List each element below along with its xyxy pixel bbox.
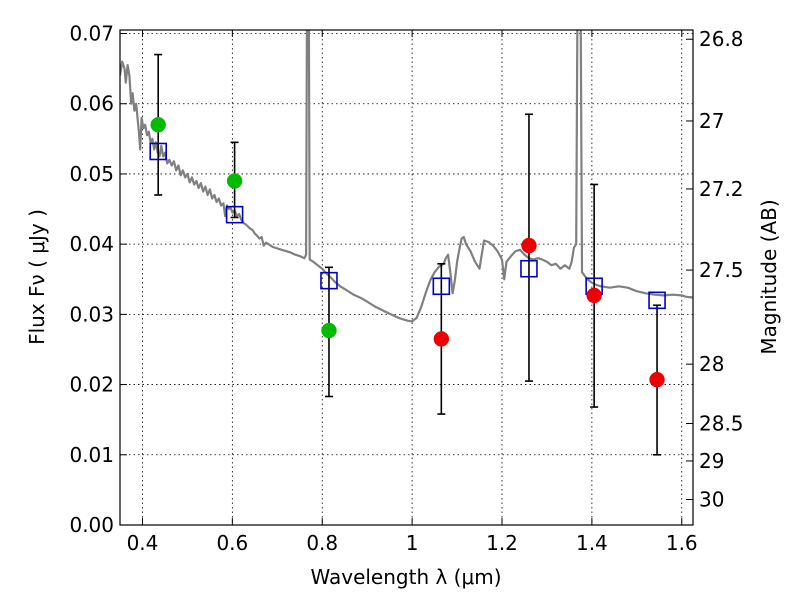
y2-axis-title: Magnitude (AB) [757, 199, 781, 354]
y-tick-label: 0.02 [69, 373, 114, 397]
model-flux-square [320, 271, 338, 290]
x-tick-label: 1.2 [486, 531, 518, 555]
model-flux-square [648, 291, 666, 310]
gridlines [120, 30, 693, 526]
y-tick-label: 0.05 [69, 162, 114, 186]
x-tick-label: 1.6 [666, 531, 698, 555]
model-flux-square [225, 205, 244, 224]
mag-tick-label: 27 [699, 109, 724, 133]
y-tick-label: 0.03 [69, 302, 114, 326]
observed-flux-point [433, 331, 450, 347]
x-tick-label: 0.6 [216, 531, 248, 555]
axis-ticks: 0.4 0.6 0.8 1 1.2 1.4 1.6 0.00 0.01 0.02 0.03 0.04 0… [69, 22, 743, 555]
y-tick-label: 0.07 [69, 22, 114, 46]
y-tick-label: 0.04 [69, 232, 114, 256]
mag-tick-label: 30 [699, 488, 724, 512]
model-flux-square [149, 142, 167, 161]
error-bars [154, 53, 662, 456]
mag-tick-label: 27.5 [699, 258, 744, 282]
data-markers [149, 142, 666, 310]
observed-flux-point [521, 237, 537, 254]
model-spectrum [120, 30, 693, 323]
mag-tick-label: 28 [699, 352, 724, 376]
y-tick-label: 0.00 [69, 513, 114, 537]
mag-tick-label: 29 [699, 449, 724, 473]
observed-points [150, 117, 665, 388]
model-spectrum-line [120, 30, 693, 323]
observed-flux-point [649, 371, 665, 388]
mag-tick-label: 26.8 [699, 27, 744, 51]
y-axis-title: Flux Fν ( μJy ) [25, 209, 49, 345]
mag-tick-label: 28.5 [699, 412, 744, 436]
observed-flux-point [586, 287, 602, 304]
plot-area [120, 30, 693, 456]
x-axis-title: Wavelength λ (μm) [310, 565, 501, 589]
x-tick-label: 0.8 [306, 531, 338, 555]
plot-frame [119, 29, 694, 526]
mag-tick-label: 27.2 [699, 177, 744, 201]
model-flux-square [432, 277, 451, 296]
observed-flux-point [150, 117, 166, 133]
observed-flux-point [321, 322, 337, 339]
y-tick-label: 0.01 [69, 443, 114, 467]
x-tick-label: 1 [406, 531, 419, 555]
x-tick-label: 1.4 [576, 531, 608, 555]
y-tick-label: 0.06 [69, 92, 114, 116]
x-tick-label: 0.4 [127, 531, 159, 555]
observed-flux-point [226, 173, 243, 189]
model-flux-square [520, 259, 538, 278]
